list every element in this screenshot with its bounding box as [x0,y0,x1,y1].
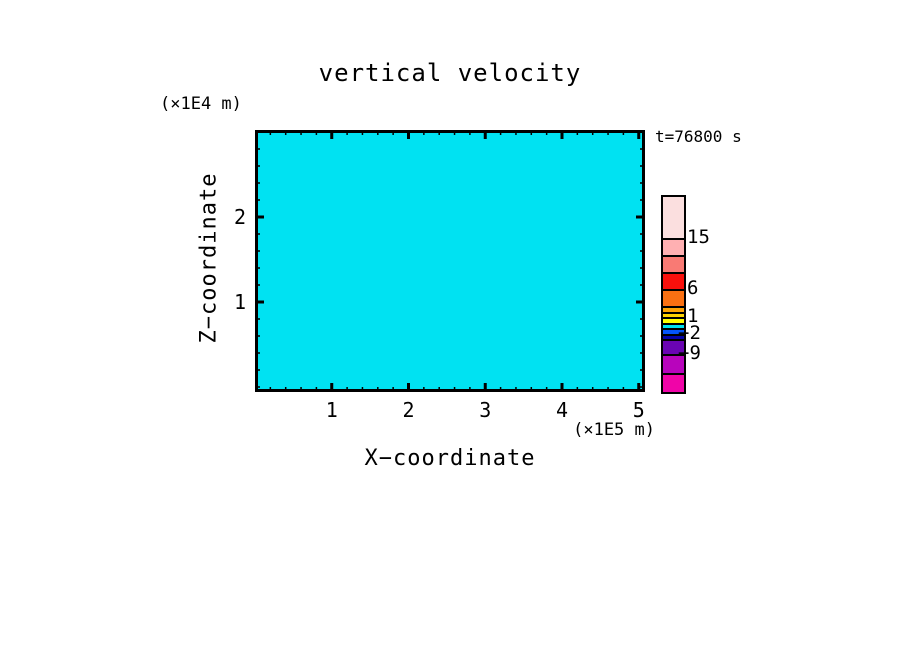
colorbar-divider [663,354,684,356]
x-axis-label: X−coordinate [364,446,536,471]
plot-area [255,130,645,392]
colorbar-divider [663,255,684,257]
colorbar-divider [663,289,684,291]
colorbar-divider [663,339,684,341]
colorbar-segment [663,323,684,329]
time-stamp-label: t=76800 s [655,127,742,146]
colorbar-divider [663,322,684,325]
colorbar-divider [663,306,684,308]
colorbar-segment [663,307,684,313]
colorbar-divider [663,328,684,330]
colorbar-label: −2 [678,321,701,344]
colorbar-segment [663,329,684,335]
colorbar-segment [663,318,684,324]
colorbar-label: 15 [687,226,710,248]
x-tick-label: 1 [325,398,338,422]
y-axis-unit-label: (×1E4 m) [160,94,242,114]
x-tick-label: 4 [555,398,569,422]
colorbar-label: −9 [678,342,701,364]
colorbar-divider [663,373,684,375]
colorbar-segment [663,340,684,355]
colorbar-label: 6 [687,277,699,299]
colorbar-segment [663,334,684,340]
colorbar-divider [663,317,684,319]
colorbar-label: 1 [687,305,699,327]
x-tick-label: 2 [402,398,415,422]
velocity-field-canvas [255,130,645,392]
colorbar-divider [663,238,684,240]
colorbar [661,195,686,394]
colorbar-segment [663,256,684,273]
colorbar-segment [663,355,684,374]
colorbar-segment [663,374,684,392]
y-tick-label: 1 [233,290,246,314]
x-tick-label: 5 [632,398,645,422]
y-axis-label: Z−coordinate [196,172,222,344]
colorbar-segment [663,290,684,307]
colorbar-divider [663,333,684,336]
colorbar-divider [663,272,684,274]
colorbar-segment [663,197,684,239]
colorbar-segment [663,239,684,256]
colorbar-divider [663,311,684,314]
chart-title: vertical velocity [318,59,582,87]
x-tick-label: 3 [479,398,492,422]
colorbar-segment [663,312,684,318]
y-tick-label: 2 [233,205,246,229]
x-axis-unit-label: (×1E5 m) [573,420,655,440]
colorbar-segment [663,273,684,290]
